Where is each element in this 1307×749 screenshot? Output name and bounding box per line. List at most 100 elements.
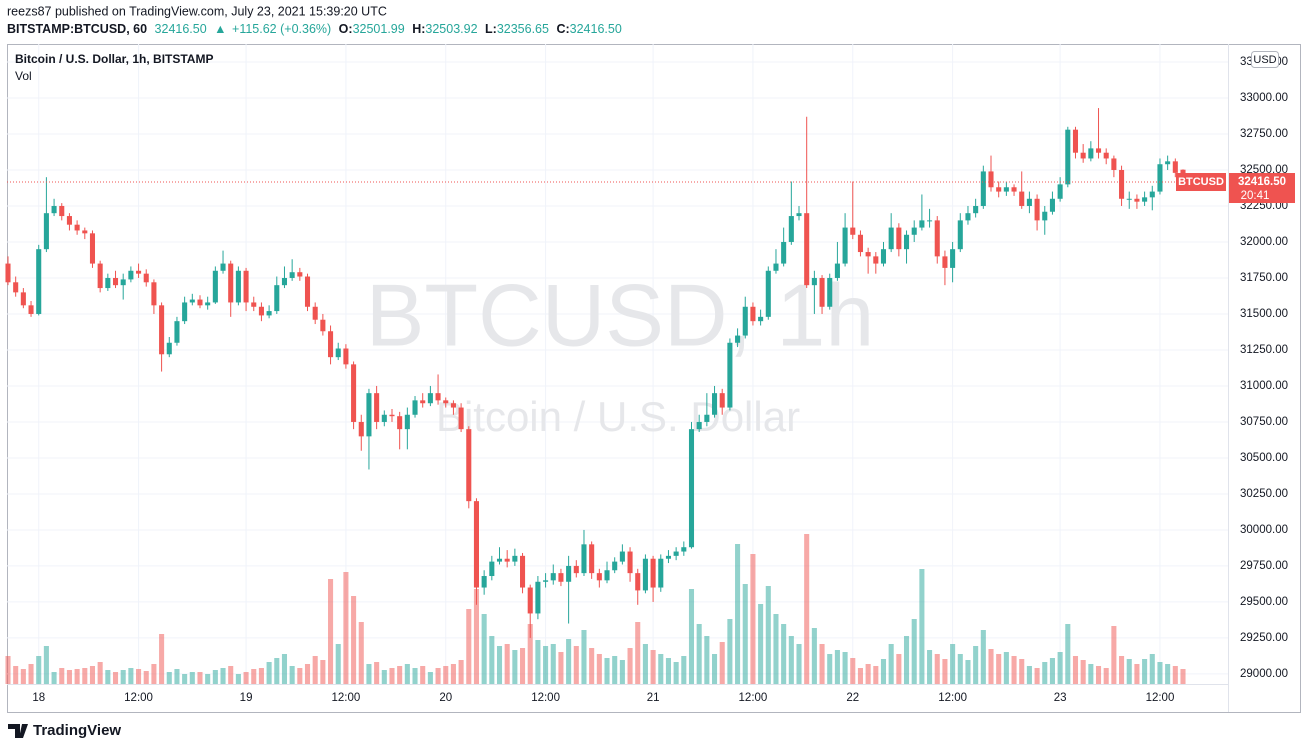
ohlc-value: 32501.99 [353,22,405,36]
candle-body [665,555,671,559]
x-tick-label: 12:00 [332,692,361,704]
candle-body [174,321,180,343]
volume-bar [581,630,587,684]
candle-body [850,227,856,235]
candle-body [43,213,49,250]
volume-bar [911,619,917,684]
x-tick-label: 12:00 [124,692,153,704]
y-tick-label: 30000.00 [1240,524,1288,536]
volume-bar [1065,624,1071,684]
volume-bar [1172,666,1178,684]
y-tick-label: 31250.00 [1240,344,1288,356]
volume-bar [66,670,72,684]
volume-bar [397,666,403,684]
candle-body [1065,129,1071,185]
candle-body [896,227,902,250]
candle-body [535,581,541,614]
candle-body [397,416,403,430]
volume-bar [304,664,311,684]
volume-bar [681,656,687,684]
volume-bar [489,636,495,684]
candle-body [919,220,925,228]
candle-body [5,263,11,283]
volume-bar [366,664,372,684]
volume-bar [1003,652,1009,684]
candle-body [205,302,211,306]
candle-body [389,414,395,417]
candle-body [504,558,510,562]
x-tick-label: 23 [1054,692,1067,704]
volume-bar [235,674,241,684]
candle-body [558,573,564,582]
chart-frame [7,44,1301,713]
volume-bar [1042,662,1048,684]
volume-bar [712,654,718,684]
candle-body [258,306,264,316]
volume-bar [1011,656,1017,684]
volume-bar [473,589,479,684]
candle-body [297,272,303,277]
volume-bar [427,672,433,684]
ohlc-value: 32416.50 [570,22,622,36]
candle-body [566,565,572,582]
volume-bar [481,614,487,684]
volume-bar [89,666,96,684]
candle-body [980,171,986,206]
candle-body [182,302,188,322]
y-tick-label: 30250.00 [1240,488,1288,500]
candle-body [1095,148,1102,153]
volume-bar [389,668,395,684]
volume-bar [458,660,464,684]
candle-body [1019,191,1025,206]
volume-bar [627,648,633,684]
candle-body [159,305,165,355]
candle-body [458,407,464,430]
volume-bar [5,656,11,684]
volume-bar [980,630,986,684]
volume-bar [566,639,572,684]
y-tick-label: 31000.00 [1240,380,1288,392]
candle-body [873,256,879,264]
ohlc-value: 32503.92 [425,22,477,36]
candle-body [420,400,426,404]
y-tick-label: 31750.00 [1240,272,1288,284]
volume-bar [151,664,157,684]
candle-body [1126,198,1132,200]
candle-body [1111,158,1117,170]
volume-bar [435,668,441,684]
volume-bar [1111,626,1117,684]
volume-bar [635,622,641,684]
x-tick-label: 21 [647,692,660,704]
candle-body [1011,187,1017,192]
volume-bar [988,649,994,684]
volume-bar [919,569,925,684]
volume-bar [596,654,602,684]
volume-bar [328,579,334,684]
volume-bar [719,642,725,684]
symbol: BITSTAMP:BTCUSD, 60 [7,22,147,36]
candle-body [827,277,833,307]
candle-body [1026,198,1032,206]
candle-body [450,403,456,408]
watermark-sub: Bitcoin / U.S. Dollar [436,393,800,440]
volume-bar [258,668,264,684]
y-tick-label: 29500.00 [1240,596,1288,608]
volume-bar [128,668,134,684]
candle-body [1157,164,1163,192]
candle-body [59,205,65,217]
candle-body [197,299,203,306]
symbol-tag: BTCUSD [1178,176,1224,188]
candle-body [927,220,933,222]
candle-body [796,213,802,217]
candle-body [880,249,887,264]
volume-bar [1026,666,1032,684]
watermark: BTCUSD, 1h [366,265,875,364]
x-tick-label: 12:00 [938,692,967,704]
volume-bar [558,652,564,684]
volume-bar [1134,664,1140,684]
candle-body [834,263,840,278]
volume-bar [36,656,42,684]
volume-bar [965,660,971,684]
volume-bar [842,652,848,684]
volume-bar [727,619,733,684]
